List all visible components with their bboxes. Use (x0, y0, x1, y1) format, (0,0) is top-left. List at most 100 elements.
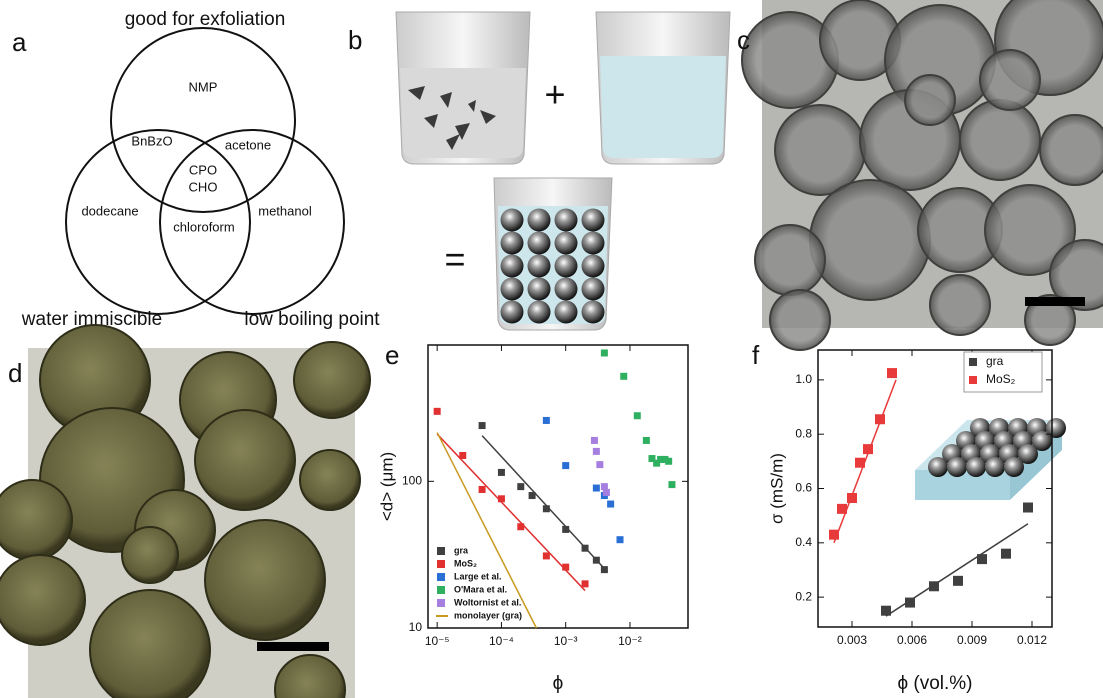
legend-label: gra (986, 354, 1004, 368)
point (881, 606, 891, 616)
region-label: BnBzO (131, 133, 172, 148)
bubble (1040, 115, 1103, 185)
sphere (582, 209, 605, 232)
legend-label: gra (454, 545, 469, 555)
sphere (501, 301, 524, 324)
sphere (528, 232, 551, 255)
point (953, 576, 963, 586)
panel-label: d (8, 358, 22, 388)
point (459, 452, 466, 459)
scale-bar (1025, 297, 1085, 306)
point (517, 483, 524, 490)
point (479, 486, 486, 493)
point (596, 461, 603, 468)
bubble (0, 480, 72, 560)
point (562, 564, 569, 571)
sphere (555, 278, 578, 301)
point (620, 373, 627, 380)
bubble (294, 342, 370, 418)
operator: + (544, 74, 565, 115)
point (905, 598, 915, 608)
point (543, 505, 550, 512)
sphere (555, 255, 578, 278)
sphere (985, 457, 1005, 477)
region-label: CHO (189, 179, 218, 194)
legend-swatch (437, 560, 445, 568)
point (855, 458, 865, 468)
panel-label: a (12, 27, 27, 57)
legend-swatch (437, 599, 445, 607)
panel-label: c (737, 25, 750, 55)
y-tick-label: 1.0 (795, 372, 812, 386)
y-axis-label: σ (mS/m) (767, 453, 786, 524)
point (562, 526, 569, 533)
x-tick-label: 10⁻³ (554, 634, 578, 648)
sphere (966, 457, 986, 477)
point (829, 530, 839, 540)
point (668, 481, 675, 488)
scale-bar (257, 642, 329, 651)
x-tick-label: 0.009 (957, 633, 987, 647)
point (591, 437, 598, 444)
panel-label: b (348, 25, 362, 55)
bubble (0, 555, 85, 645)
sphere (582, 278, 605, 301)
beaker (596, 12, 730, 164)
point (479, 422, 486, 429)
sphere (582, 301, 605, 324)
panel-label: f (752, 340, 760, 370)
point (593, 448, 600, 455)
sphere (555, 232, 578, 255)
region-label: dodecane (81, 203, 138, 218)
bubble (122, 527, 178, 583)
region-label: methanol (258, 203, 312, 218)
inset (915, 418, 1066, 500)
x-tick-label: 10⁻² (618, 634, 642, 648)
y-tick-label: 100 (402, 473, 422, 487)
point (543, 417, 550, 424)
point (601, 566, 608, 573)
point (562, 462, 569, 469)
bubble (960, 100, 1040, 180)
point (634, 412, 641, 419)
y-tick-label: 0.8 (795, 426, 812, 440)
beaker (396, 12, 530, 164)
sphere (528, 255, 551, 278)
x-tick-label: 0.012 (1017, 633, 1047, 647)
point (617, 536, 624, 543)
sphere (947, 457, 967, 477)
point (863, 444, 873, 454)
sphere (582, 232, 605, 255)
panel-label: e (385, 340, 399, 370)
operator: = (444, 239, 465, 280)
bubble (205, 520, 325, 640)
point (603, 489, 610, 496)
bubble (90, 590, 210, 698)
bubble (930, 275, 990, 335)
y-tick-label: 0.6 (795, 481, 812, 495)
point (582, 545, 589, 552)
figure: a good for exfoliation water immiscible … (0, 0, 1103, 698)
sphere (555, 209, 578, 232)
sphere (528, 209, 551, 232)
point (887, 368, 897, 378)
bubble (980, 50, 1040, 110)
sphere (555, 301, 578, 324)
legend-swatch (969, 376, 977, 384)
x-tick-label: 10⁻⁴ (489, 634, 514, 648)
beaker (494, 178, 612, 330)
region-label: NMP (189, 79, 218, 94)
legend-label: MoS₂ (986, 372, 1016, 386)
bubble (195, 410, 295, 510)
sphere (528, 278, 551, 301)
sphere (501, 255, 524, 278)
region-label: acetone (225, 137, 271, 152)
sphere (501, 209, 524, 232)
point (875, 414, 885, 424)
point (517, 523, 524, 530)
y-tick-label: 0.4 (795, 535, 812, 549)
sphere (1004, 457, 1024, 477)
point (847, 493, 857, 503)
point (607, 501, 614, 508)
legend-label: monolayer (gra) (454, 610, 522, 620)
